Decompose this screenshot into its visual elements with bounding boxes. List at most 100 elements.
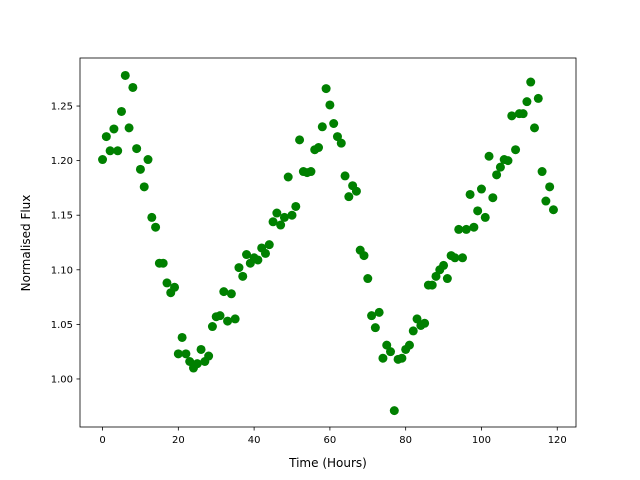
data-point: [325, 100, 335, 110]
data-point: [442, 274, 452, 284]
data-point: [450, 253, 460, 263]
data-point: [461, 224, 471, 234]
data-point: [234, 263, 244, 273]
data-point: [389, 406, 399, 416]
data-point: [370, 323, 380, 333]
data-point: [268, 217, 278, 227]
data-point: [279, 212, 289, 222]
data-point: [469, 222, 479, 232]
data-point: [109, 124, 119, 134]
data-point: [386, 347, 396, 357]
data-point: [230, 314, 240, 324]
y-tick-label: 1.00: [51, 374, 73, 385]
data-point: [283, 172, 293, 182]
data-point: [317, 122, 327, 132]
data-point: [533, 93, 543, 103]
data-point: [340, 171, 350, 181]
data-point: [177, 332, 187, 342]
data-point: [143, 155, 153, 165]
data-point: [503, 156, 513, 166]
data-point: [98, 155, 108, 165]
data-point: [332, 132, 342, 142]
data-point: [124, 123, 134, 133]
data-point: [162, 278, 172, 288]
data-point: [147, 212, 157, 222]
y-tick-label: 1.15: [51, 211, 73, 222]
data-point: [382, 340, 392, 350]
x-tick-label: 80: [399, 435, 412, 446]
data-point: [135, 164, 145, 174]
data-point: [287, 210, 297, 220]
data-point: [526, 77, 536, 87]
data-point: [192, 359, 202, 369]
data-point: [458, 253, 468, 263]
data-point: [132, 144, 142, 154]
data-point: [260, 248, 270, 258]
data-point: [101, 132, 111, 142]
data-point: [306, 167, 316, 177]
data-point: [363, 274, 373, 284]
data-point: [170, 282, 180, 292]
data-point: [314, 143, 324, 153]
data-point: [537, 167, 547, 177]
data-point: [545, 182, 555, 192]
data-point: [511, 145, 521, 155]
data-point: [291, 201, 301, 211]
data-point: [420, 318, 430, 328]
x-axis-label: Time (Hours): [288, 456, 367, 470]
data-point: [105, 146, 115, 156]
plot-frame: [79, 57, 577, 428]
data-point: [113, 146, 123, 156]
data-point: [120, 70, 130, 80]
data-point: [158, 258, 168, 268]
data-point: [253, 255, 263, 265]
data-point: [336, 138, 346, 148]
data-point: [272, 208, 282, 218]
data-point: [367, 311, 377, 321]
data-point: [215, 311, 225, 321]
data-point: [242, 250, 252, 260]
x-tick-label: 40: [248, 435, 261, 446]
data-point: [495, 162, 505, 172]
data-point: [530, 123, 540, 133]
y-axis-label: Normalised Flux: [19, 195, 33, 292]
data-point: [492, 170, 502, 180]
data-point: [522, 97, 532, 107]
data-point: [173, 349, 183, 359]
data-point: [226, 289, 236, 299]
data-point: [139, 182, 149, 192]
data-point: [359, 251, 369, 261]
data-point: [439, 260, 449, 270]
data-point: [276, 220, 286, 230]
data-point: [404, 340, 414, 350]
x-tick-label: 100: [472, 435, 491, 446]
data-point: [223, 316, 233, 326]
data-point: [264, 240, 274, 250]
data-point: [128, 82, 138, 92]
data-point: [476, 184, 486, 194]
data-point: [541, 196, 551, 206]
data-point: [473, 206, 483, 216]
data-point: [295, 135, 305, 145]
data-point: [484, 151, 494, 161]
y-tick-label: 1.05: [51, 320, 73, 331]
data-point: [465, 189, 475, 199]
x-tick-label: 0: [99, 435, 105, 446]
data-point: [321, 84, 331, 94]
data-point: [351, 186, 361, 196]
data-point: [185, 356, 195, 366]
data-point: [548, 205, 558, 215]
data-point: [196, 344, 206, 354]
data-point: [219, 287, 229, 297]
data-point: [408, 326, 418, 336]
x-tick-label: 20: [172, 435, 185, 446]
data-point: [116, 106, 126, 116]
data-point: [344, 192, 354, 202]
data-point: [480, 212, 490, 222]
data-point: [238, 271, 248, 281]
data-point: [412, 314, 422, 324]
y-tick-label: 1.25: [51, 102, 73, 113]
x-tick-label: 60: [324, 435, 337, 446]
y-tick-label: 1.10: [51, 265, 73, 276]
